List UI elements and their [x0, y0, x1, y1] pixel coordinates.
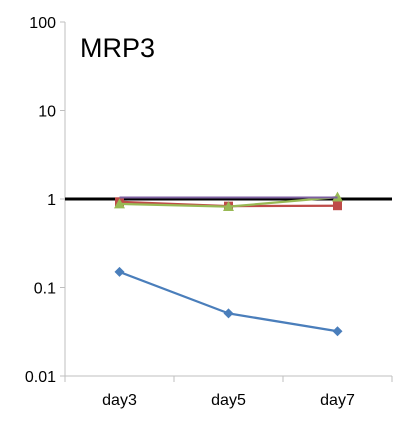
x-tick-label: day5 [211, 392, 246, 409]
series-line [119, 270, 338, 333]
data-point [114, 198, 125, 209]
data-point [332, 326, 343, 337]
data-point [333, 201, 342, 211]
y-tick-label: 0.01 [25, 369, 56, 386]
y-tick-label: 1 [47, 192, 56, 209]
tick-labels: 100 10 1 0.1 0.01 day3 day5 day7 [25, 15, 355, 409]
y-tick-label: 0.1 [34, 281, 56, 298]
y-tick-label: 100 [29, 15, 56, 32]
data-point [114, 266, 125, 277]
chart-title: MRP3 [80, 33, 155, 63]
data-point [223, 201, 234, 212]
x-tick-label: day7 [320, 392, 355, 409]
x-tick-label: day3 [102, 392, 137, 409]
y-tick-label: 10 [38, 104, 56, 121]
data-point [223, 308, 234, 319]
series-layer [114, 191, 343, 337]
